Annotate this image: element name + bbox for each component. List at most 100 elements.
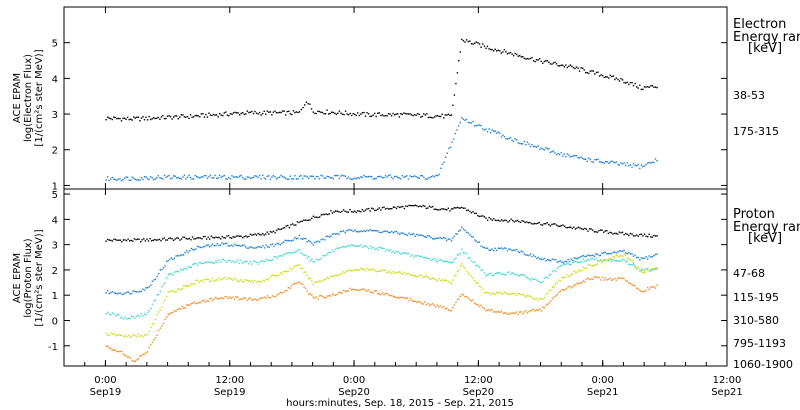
proton-point	[212, 243, 214, 245]
proton-point	[191, 236, 194, 238]
proton-point	[414, 300, 416, 303]
proton-point	[556, 267, 558, 270]
proton-point	[414, 204, 416, 206]
proton-point	[522, 251, 524, 253]
electron-point	[421, 115, 423, 118]
electron-point	[488, 128, 490, 130]
proton-point	[532, 278, 535, 281]
proton-point	[301, 283, 304, 286]
proton-point	[311, 280, 313, 282]
proton-point	[509, 273, 512, 275]
proton-point	[554, 283, 557, 285]
proton-point	[461, 226, 463, 228]
proton-point	[268, 233, 270, 235]
proton-point	[614, 232, 616, 235]
proton-point	[322, 238, 324, 240]
electron-point	[482, 43, 484, 45]
proton-point	[593, 276, 595, 278]
proton-point	[352, 288, 354, 290]
electron-point	[334, 112, 336, 114]
proton-point	[459, 252, 461, 255]
electron-point	[398, 177, 400, 179]
proton-point	[623, 278, 625, 280]
proton-point	[450, 282, 453, 285]
proton-point	[601, 229, 603, 231]
proton-point	[383, 206, 385, 208]
electron-point	[235, 176, 238, 178]
proton-point	[182, 254, 185, 256]
electron-point	[639, 84, 641, 86]
proton-point	[129, 336, 131, 339]
proton-point	[207, 300, 209, 303]
proton-point	[284, 289, 286, 292]
proton-point	[535, 309, 538, 311]
proton-point	[436, 209, 438, 211]
proton-point	[151, 303, 154, 305]
electron-point	[262, 112, 264, 115]
proton-point	[338, 233, 340, 235]
proton-point	[260, 297, 262, 299]
proton-point	[341, 292, 343, 294]
electron-point	[650, 162, 652, 164]
proton-point	[215, 279, 217, 281]
electron-point	[477, 124, 479, 126]
proton-point	[339, 211, 342, 214]
electron-point	[532, 145, 535, 148]
proton-point	[592, 229, 594, 231]
electron-point	[228, 115, 230, 117]
electron-series-38-53	[105, 38, 658, 122]
proton-point	[562, 224, 564, 226]
proton-point	[176, 308, 179, 311]
proton-point	[213, 245, 215, 247]
electron-point	[354, 177, 356, 179]
proton-point	[609, 252, 611, 255]
electron-point	[258, 174, 261, 177]
proton-point	[254, 233, 256, 235]
proton-legend-title: Proton	[733, 207, 775, 222]
proton-point	[298, 234, 301, 237]
x-axis-label: hours:minutes, Sep. 18, 2015 - Sep. 21, …	[286, 398, 514, 409]
proton-point	[391, 272, 393, 275]
electron-point	[400, 178, 402, 180]
proton-point	[590, 254, 592, 257]
proton-point	[276, 294, 278, 296]
proton-point	[358, 289, 361, 292]
proton-point	[645, 268, 647, 271]
electron-point	[413, 114, 416, 116]
proton-point	[554, 295, 557, 297]
electron-point	[497, 49, 499, 51]
proton-point	[179, 289, 182, 291]
proton-point	[249, 233, 252, 235]
proton-point	[254, 279, 256, 282]
proton-point	[648, 233, 650, 235]
proton-point	[548, 223, 550, 226]
proton-point	[391, 208, 393, 210]
proton-point	[639, 233, 641, 236]
electron-point	[585, 158, 587, 160]
electron-point	[443, 161, 445, 163]
electron-point	[420, 175, 422, 177]
proton-point	[113, 313, 115, 315]
electron-point	[134, 178, 136, 181]
proton-point	[384, 250, 387, 252]
proton-point	[222, 243, 225, 245]
electron-point	[545, 60, 547, 62]
proton-point	[246, 247, 248, 249]
proton-point	[262, 233, 264, 235]
proton-point	[370, 268, 373, 271]
proton-point	[413, 300, 415, 303]
electron-point	[105, 119, 107, 121]
electron-point	[324, 113, 327, 115]
proton-point	[499, 247, 501, 250]
proton-point	[178, 271, 180, 273]
electron-point	[252, 112, 255, 115]
proton-point	[392, 206, 395, 208]
proton-point	[546, 259, 549, 261]
electron-point	[516, 139, 518, 141]
electron-point	[335, 174, 337, 177]
electron-point	[209, 114, 212, 116]
proton-point	[441, 208, 443, 210]
electron-point	[206, 177, 209, 179]
proton-point	[364, 270, 367, 272]
proton-point	[493, 311, 495, 313]
